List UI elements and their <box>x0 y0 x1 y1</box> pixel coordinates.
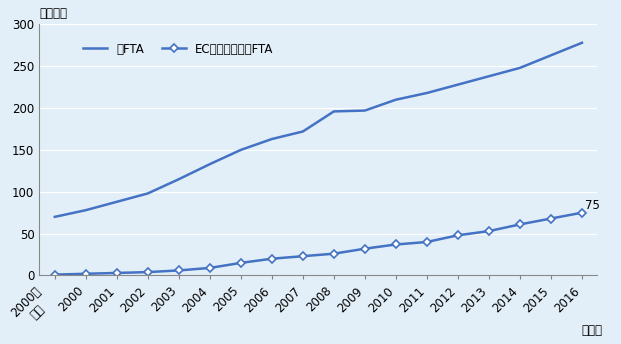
ECの条文のあるFTA <box>175 268 183 272</box>
全FTA <box>423 91 430 95</box>
全FTA <box>51 215 58 219</box>
ECの条文のあるFTA <box>268 257 276 261</box>
ECの条文のあるFTA <box>206 266 214 270</box>
Text: 75: 75 <box>585 199 600 212</box>
全FTA <box>299 129 307 133</box>
全FTA <box>113 200 120 204</box>
全FTA <box>547 53 555 57</box>
全FTA <box>268 137 276 141</box>
Line: ECの条文のあるFTA: ECの条文のあるFTA <box>52 209 585 278</box>
全FTA <box>175 177 183 181</box>
全FTA <box>392 98 400 102</box>
ECの条文のあるFTA <box>516 222 524 226</box>
Text: （年）: （年） <box>581 324 602 337</box>
Legend: 全FTA, ECの条文のあるFTA: 全FTA, ECの条文のあるFTA <box>79 38 278 60</box>
ECの条文のあるFTA <box>330 251 338 256</box>
全FTA <box>361 108 369 112</box>
全FTA <box>330 109 338 114</box>
ECの条文のあるFTA <box>299 254 307 258</box>
ECの条文のあるFTA <box>547 216 555 221</box>
ECの条文のあるFTA <box>578 211 586 215</box>
ECの条文のあるFTA <box>485 229 492 233</box>
ECの条文のあるFTA <box>82 272 89 276</box>
ECの条文のあるFTA <box>361 247 369 251</box>
ECの条文のあるFTA <box>51 272 58 277</box>
ECの条文のあるFTA <box>144 270 152 274</box>
Line: 全FTA: 全FTA <box>55 43 582 217</box>
ECの条文のあるFTA <box>454 233 461 237</box>
全FTA <box>516 66 524 70</box>
全FTA <box>237 148 245 152</box>
全FTA <box>144 191 152 195</box>
ECの条文のあるFTA <box>392 243 400 247</box>
Text: （件数）: （件数） <box>39 7 67 20</box>
全FTA <box>82 208 89 212</box>
全FTA <box>206 162 214 166</box>
ECの条文のあるFTA <box>113 271 120 275</box>
全FTA <box>578 41 586 45</box>
ECの条文のあるFTA <box>423 240 430 244</box>
全FTA <box>454 83 461 87</box>
ECの条文のあるFTA <box>237 261 245 265</box>
全FTA <box>485 74 492 78</box>
